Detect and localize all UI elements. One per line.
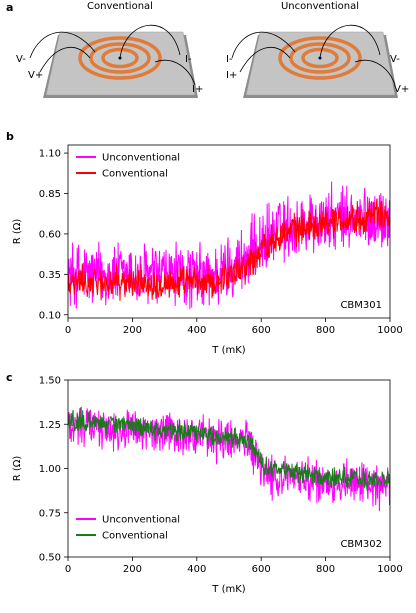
sample-annotation: CBM301 bbox=[340, 300, 382, 311]
plot-frame bbox=[67, 144, 391, 319]
plate bbox=[45, 31, 196, 96]
series-line-conventional bbox=[68, 199, 390, 301]
panel-c-letter: c bbox=[6, 371, 13, 384]
x-axis-label: T (mK) bbox=[211, 584, 245, 595]
x-tick-label: 800 bbox=[316, 325, 335, 336]
panel-b-letter: b bbox=[6, 130, 14, 143]
y-tick-label: 0.60 bbox=[39, 229, 61, 240]
y-axis-label: R (Ω) bbox=[12, 456, 23, 482]
wire bbox=[29, 31, 96, 59]
legend-entry: Conventional bbox=[102, 531, 168, 542]
terminal-label: V+ bbox=[394, 84, 409, 95]
device-unconventional: Unconventional I- I+ V- V+ bbox=[226, 1, 409, 98]
wire bbox=[319, 24, 381, 59]
x-tick-label: 600 bbox=[252, 325, 271, 336]
panel-a-letter: a bbox=[6, 1, 13, 14]
terminal-label: I+ bbox=[226, 70, 237, 81]
legend-box bbox=[72, 147, 200, 183]
terminal-label: V+ bbox=[28, 70, 43, 81]
wire bbox=[354, 59, 396, 86]
device-conventional-title: Conventional bbox=[87, 1, 153, 12]
terminal-label: I- bbox=[226, 54, 233, 65]
y-tick-label: 0.75 bbox=[39, 508, 61, 519]
wire bbox=[39, 47, 91, 73]
legend-entry: Conventional bbox=[102, 169, 168, 180]
legend-box bbox=[72, 509, 200, 545]
y-tick-label: 1.00 bbox=[39, 464, 61, 475]
wire bbox=[231, 31, 296, 59]
y-tick-label: 0.85 bbox=[39, 189, 61, 200]
y-tick-label: 0.50 bbox=[39, 553, 61, 564]
chart-c: 0 200 400 600 800 1000 0.50 0.75 1.00 1.25 1.50 T (… bbox=[12, 376, 403, 596]
y-tick-label: 1.50 bbox=[39, 376, 61, 387]
y-axis-label: R (Ω) bbox=[12, 219, 23, 245]
terminal-label: I+ bbox=[192, 84, 203, 95]
legend-entry: Unconventional bbox=[102, 153, 180, 164]
middle-ring bbox=[289, 42, 351, 74]
y-tick-label: 1.10 bbox=[39, 149, 61, 160]
outer-ring bbox=[278, 36, 362, 80]
wire bbox=[119, 24, 181, 59]
terminal-label: V- bbox=[16, 54, 26, 65]
chart-b: 0 200 400 600 800 1000 0.10 0.35 0.60 0.85 1.10 T (… bbox=[12, 144, 403, 356]
wire bbox=[239, 47, 291, 73]
legend-entry: Unconventional bbox=[102, 515, 180, 526]
device-unconventional-title: Unconventional bbox=[281, 1, 359, 12]
x-tick-label: 0 bbox=[65, 325, 71, 336]
x-tick-label: 400 bbox=[187, 564, 206, 575]
terminal-label: I- bbox=[185, 54, 192, 65]
series-line-conventional bbox=[68, 407, 390, 491]
x-tick-label: 1000 bbox=[377, 564, 402, 575]
device-conventional: Conventional V- V+ I- I+ bbox=[16, 1, 203, 98]
y-tick-label: 0.10 bbox=[39, 310, 61, 321]
inner-ring bbox=[301, 47, 339, 69]
x-tick-label: 600 bbox=[252, 564, 271, 575]
y-tick-label: 1.25 bbox=[39, 420, 61, 431]
x-tick-label: 800 bbox=[316, 564, 335, 575]
y-tick-label: 0.35 bbox=[39, 270, 61, 281]
terminal-label: V- bbox=[390, 54, 400, 65]
sample-annotation: CBM302 bbox=[340, 539, 382, 550]
x-tick-label: 0 bbox=[65, 564, 71, 575]
inner-ring bbox=[101, 47, 139, 69]
x-axis-label: T (mK) bbox=[211, 345, 245, 356]
x-tick-label: 200 bbox=[123, 564, 142, 575]
series-line-unconventional bbox=[68, 181, 390, 310]
x-tick-label: 200 bbox=[123, 325, 142, 336]
x-tick-label: 1000 bbox=[377, 325, 402, 336]
middle-ring bbox=[89, 42, 151, 74]
x-tick-label: 400 bbox=[187, 325, 206, 336]
wire bbox=[154, 59, 196, 86]
outer-ring bbox=[78, 36, 162, 80]
plate bbox=[245, 31, 396, 96]
